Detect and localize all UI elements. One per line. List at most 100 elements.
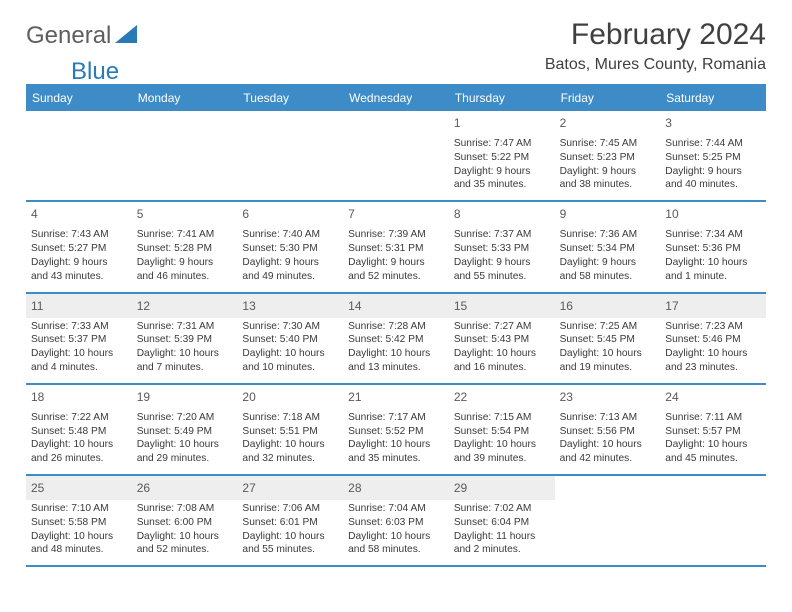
week-row: 11Sunrise: 7:33 AMSunset: 5:37 PMDayligh… — [26, 294, 766, 385]
daylight-text: Daylight: 9 hours and 46 minutes. — [137, 256, 233, 284]
day-header-cell: Saturday — [660, 86, 766, 111]
day-cell: 27Sunrise: 7:06 AMSunset: 6:01 PMDayligh… — [237, 476, 343, 565]
sunrise-text: Sunrise: 7:33 AM — [31, 320, 127, 334]
sunrise-text: Sunrise: 7:18 AM — [242, 411, 338, 425]
day-cell: 22Sunrise: 7:15 AMSunset: 5:54 PMDayligh… — [449, 385, 555, 474]
day-cell: 12Sunrise: 7:31 AMSunset: 5:39 PMDayligh… — [132, 294, 238, 383]
day-cell: 13Sunrise: 7:30 AMSunset: 5:40 PMDayligh… — [237, 294, 343, 383]
sunrise-text: Sunrise: 7:44 AM — [665, 137, 761, 151]
day-number: 28 — [348, 480, 444, 496]
sunset-text: Sunset: 5:27 PM — [31, 242, 127, 256]
sunrise-text: Sunrise: 7:41 AM — [137, 228, 233, 242]
day-number: 25 — [31, 480, 127, 496]
daylight-text: Daylight: 10 hours and 32 minutes. — [242, 438, 338, 466]
daylight-text: Daylight: 10 hours and 10 minutes. — [242, 347, 338, 375]
sunrise-text: Sunrise: 7:22 AM — [31, 411, 127, 425]
sunset-text: Sunset: 5:57 PM — [665, 425, 761, 439]
calendar: SundayMondayTuesdayWednesdayThursdayFrid… — [26, 84, 766, 567]
sunrise-text: Sunrise: 7:47 AM — [454, 137, 550, 151]
daylight-text: Daylight: 9 hours and 58 minutes. — [560, 256, 656, 284]
day-number: 16 — [560, 298, 656, 314]
weeks-container: 1Sunrise: 7:47 AMSunset: 5:22 PMDaylight… — [26, 111, 766, 567]
sunrise-text: Sunrise: 7:20 AM — [137, 411, 233, 425]
day-number: 12 — [137, 298, 233, 314]
day-cell: 11 Sunrise: 7:33 AMSunset: 5:37 PMDayligh… — [26, 294, 132, 383]
day-cell: 20Sunrise: 7:18 AMSunset: 5:51 PMDayligh… — [237, 385, 343, 474]
sunrise-text: Sunrise: 7:13 AM — [560, 411, 656, 425]
daylight-text: Daylight: 10 hours and 13 minutes. — [348, 347, 444, 375]
sunrise-text: Sunrise: 7:02 AM — [454, 502, 550, 516]
sunrise-text: Sunrise: 7:27 AM — [454, 320, 550, 334]
day-header-cell: Friday — [555, 86, 661, 111]
day-number: 24 — [665, 389, 761, 405]
sunrise-text: Sunrise: 7:15 AM — [454, 411, 550, 425]
day-cell: 24 Sunrise: 7:11 AMSunset: 5:57 PMDayligh… — [660, 385, 766, 474]
sunset-text: Sunset: 5:58 PM — [31, 516, 127, 530]
day-number: 2 — [560, 115, 656, 131]
sunset-text: Sunset: 5:46 PM — [665, 333, 761, 347]
daylight-text: Daylight: 10 hours and 42 minutes. — [560, 438, 656, 466]
day-cell: 21Sunrise: 7:17 AMSunset: 5:52 PMDayligh… — [343, 385, 449, 474]
sunset-text: Sunset: 5:31 PM — [348, 242, 444, 256]
day-cell: 5Sunrise: 7:41 AMSunset: 5:28 PMDaylight… — [132, 202, 238, 291]
day-header-cell: Tuesday — [237, 86, 343, 111]
daylight-text: Daylight: 10 hours and 26 minutes. — [31, 438, 127, 466]
month-title: February 2024 — [545, 18, 766, 52]
day-header-cell: Monday — [132, 86, 238, 111]
logo-text-general: General — [26, 22, 111, 50]
page-header: General February 2024 Batos, Mures Count… — [26, 18, 766, 74]
daylight-text: Daylight: 10 hours and 7 minutes. — [137, 347, 233, 375]
daylight-text: Daylight: 10 hours and 45 minutes. — [665, 438, 761, 466]
day-cell: 4Sunrise: 7:43 AMSunset: 5:27 PMDaylight… — [26, 202, 132, 291]
sunrise-text: Sunrise: 7:08 AM — [137, 502, 233, 516]
daylight-text: Daylight: 9 hours and 49 minutes. — [242, 256, 338, 284]
day-number: 11 — [31, 298, 127, 314]
sunset-text: Sunset: 6:00 PM — [137, 516, 233, 530]
title-block: February 2024 Batos, Mures County, Roman… — [545, 18, 766, 74]
day-number: 21 — [348, 389, 444, 405]
sunset-text: Sunset: 5:23 PM — [560, 151, 656, 165]
sunrise-text: Sunrise: 7:11 AM — [665, 411, 761, 425]
day-cell: 8 Sunrise: 7:37 AMSunset: 5:33 PMDaylight… — [449, 202, 555, 291]
sunset-text: Sunset: 5:45 PM — [560, 333, 656, 347]
sunrise-text: Sunrise: 7:23 AM — [665, 320, 761, 334]
daylight-text: Daylight: 10 hours and 23 minutes. — [665, 347, 761, 375]
sunset-text: Sunset: 5:51 PM — [242, 425, 338, 439]
day-cell: 18Sunrise: 7:22 AMSunset: 5:48 PMDayligh… — [26, 385, 132, 474]
sunrise-text: Sunrise: 7:43 AM — [31, 228, 127, 242]
daylight-text: Daylight: 9 hours and 55 minutes. — [454, 256, 550, 284]
daylight-text: Daylight: 11 hours and 2 minutes. — [454, 530, 550, 558]
sunset-text: Sunset: 5:33 PM — [454, 242, 550, 256]
daylight-text: Daylight: 10 hours and 1 minute. — [665, 256, 761, 284]
sunset-text: Sunset: 5:30 PM — [242, 242, 338, 256]
day-cell: 6Sunrise: 7:40 AMSunset: 5:30 PMDaylight… — [237, 202, 343, 291]
sunrise-text: Sunrise: 7:37 AM — [454, 228, 550, 242]
daylight-text: Daylight: 10 hours and 35 minutes. — [348, 438, 444, 466]
day-number: 27 — [242, 480, 338, 496]
daylight-text: Daylight: 10 hours and 4 minutes. — [31, 347, 127, 375]
sunset-text: Sunset: 5:49 PM — [137, 425, 233, 439]
day-number: 15 — [454, 298, 550, 314]
sunrise-text: Sunrise: 7:28 AM — [348, 320, 444, 334]
sunrise-text: Sunrise: 7:04 AM — [348, 502, 444, 516]
sunrise-text: Sunrise: 7:36 AM — [560, 228, 656, 242]
sunset-text: Sunset: 5:52 PM — [348, 425, 444, 439]
day-number: 23 — [560, 389, 656, 405]
day-number: 4 — [31, 206, 127, 222]
daylight-text: Daylight: 9 hours and 52 minutes. — [348, 256, 444, 284]
week-row: 1Sunrise: 7:47 AMSunset: 5:22 PMDaylight… — [26, 111, 766, 202]
empty-cell — [26, 111, 132, 200]
sunset-text: Sunset: 5:40 PM — [242, 333, 338, 347]
day-cell: 25Sunrise: 7:10 AMSunset: 5:58 PMDayligh… — [26, 476, 132, 565]
day-cell: 1Sunrise: 7:47 AMSunset: 5:22 PMDaylight… — [449, 111, 555, 200]
week-row: 4 Sunrise: 7:43 AMSunset: 5:27 PM Daylight… — [26, 202, 766, 293]
daylight-text: Daylight: 10 hours and 16 minutes. — [454, 347, 550, 375]
day-cell: 9Sunrise: 7:36 AMSunset: 5:34 PMDaylight… — [555, 202, 661, 291]
sunset-text: Sunset: 5:37 PM — [31, 333, 127, 347]
sunrise-text: Sunrise: 7:34 AM — [665, 228, 761, 242]
day-header-cell: Thursday — [449, 86, 555, 111]
day-number: 19 — [137, 389, 233, 405]
sunrise-text: Sunrise: 7:31 AM — [137, 320, 233, 334]
day-number: 8 — [454, 206, 550, 222]
day-cell: 14Sunrise: 7:28 AMSunset: 5:42 PMDayligh… — [343, 294, 449, 383]
